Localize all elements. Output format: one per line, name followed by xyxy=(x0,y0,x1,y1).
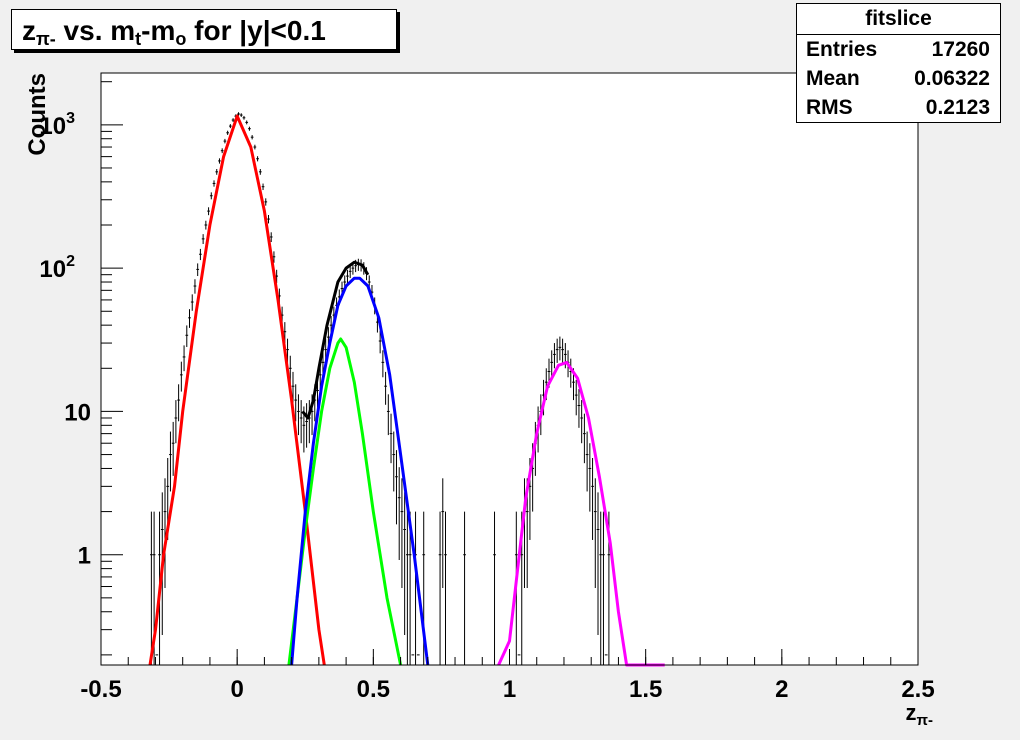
x-tick-label: 1 xyxy=(503,676,516,703)
fit-curve-2 xyxy=(290,276,430,666)
stats-row-rms: RMS 0.2123 xyxy=(797,93,1000,122)
x-ticks: -0.5 0 0.5 1 1.5 2 2.5 xyxy=(80,649,935,703)
stats-value: 0.2123 xyxy=(925,96,990,119)
x-axis-label: zπ- xyxy=(906,700,933,729)
y-ticks: 1 10 102 103 xyxy=(39,81,123,656)
fit-curve-4 xyxy=(497,360,665,667)
fit-curve-1 xyxy=(287,337,403,666)
stats-value: 17260 xyxy=(931,38,990,61)
y-tick-label: 10 xyxy=(64,399,91,426)
chart-title: zπ- vs. mt-mo for |y|<0.1 xyxy=(11,9,397,50)
fit-curves xyxy=(148,114,665,667)
x-tick-label: 0.5 xyxy=(357,676,390,703)
y-tick-label: 102 xyxy=(39,253,75,283)
histogram-series xyxy=(150,112,611,665)
fit-curve-0 xyxy=(148,114,326,666)
x-tick-label: 1.5 xyxy=(629,676,662,703)
plot-frame xyxy=(100,72,919,666)
x-tick-label: 0 xyxy=(230,676,243,703)
x-tick-label: 2 xyxy=(775,676,788,703)
stats-key: Entries xyxy=(806,38,878,61)
y-tick-label: 1 xyxy=(78,543,91,570)
stats-box: fitslice Entries 17260 Mean 0.06322 RMS … xyxy=(796,3,1001,123)
stats-title: fitslice xyxy=(797,4,1000,35)
stats-key: RMS xyxy=(806,96,853,119)
stats-key: Mean xyxy=(806,67,860,90)
y-tick-label: 103 xyxy=(39,110,75,140)
fit-curve-3 xyxy=(301,260,370,420)
stats-row-mean: Mean 0.06322 xyxy=(797,64,1000,93)
stats-row-entries: Entries 17260 xyxy=(797,35,1000,64)
x-tick-label: -0.5 xyxy=(80,676,121,703)
stats-value: 0.06322 xyxy=(914,67,990,90)
x-tick-label: 2.5 xyxy=(901,676,934,703)
y-axis-label: Counts xyxy=(24,73,51,156)
